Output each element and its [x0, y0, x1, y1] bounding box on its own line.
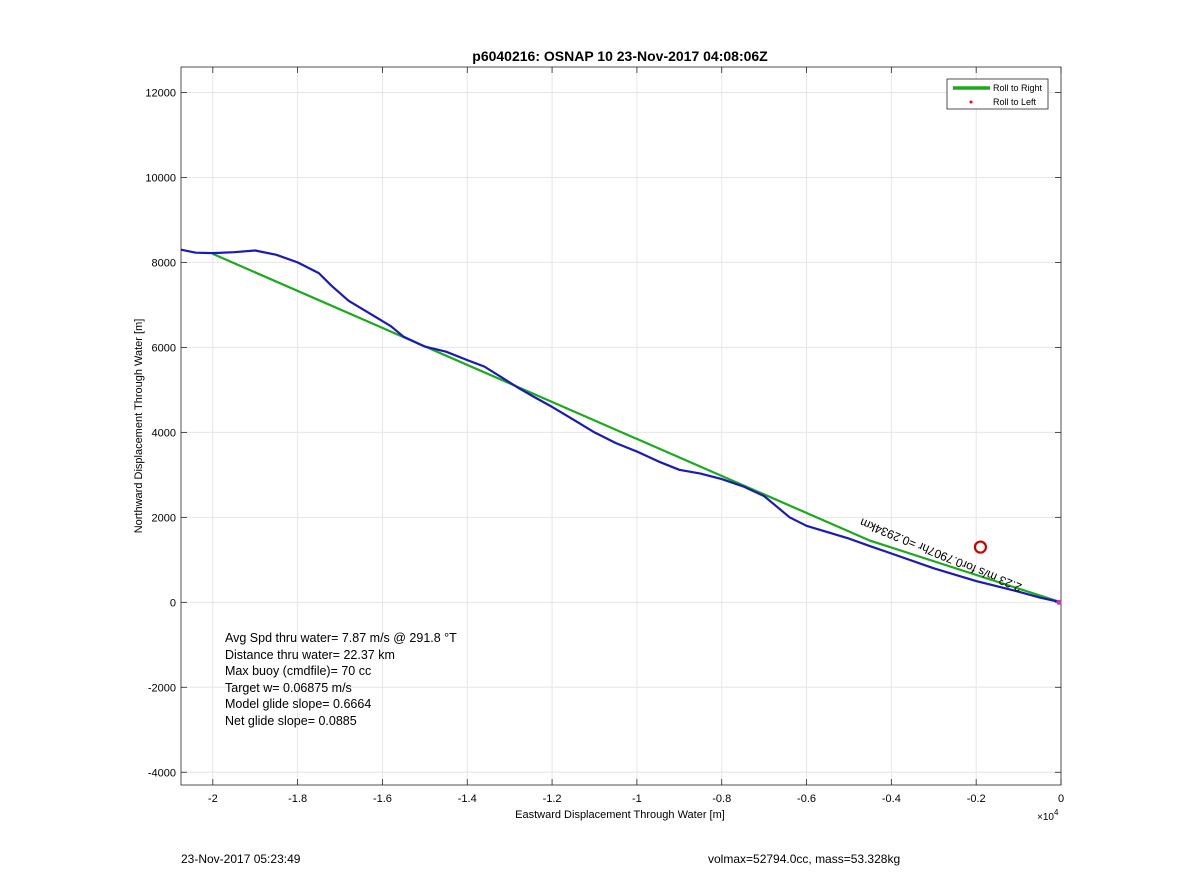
- footer-timestamp: 23-Nov-2017 05:23:49: [181, 852, 301, 866]
- series-layer: [180, 248, 1062, 605]
- y-tick-label: 12000: [145, 87, 176, 99]
- y-axis-label: Northward Displacement Through Water [m]: [133, 319, 145, 534]
- y-tick-label: 4000: [152, 427, 176, 439]
- stat-net-glide: Net glide slope= 0.0885: [225, 713, 357, 728]
- red-circle-marker: [973, 540, 988, 554]
- legend: Roll to Right Roll to Left: [946, 78, 1049, 110]
- legend-label-roll-right: Roll to Right: [993, 83, 1043, 93]
- y-tick-label: 0: [170, 597, 176, 609]
- x-tick-label: 0: [1058, 793, 1064, 805]
- x-tick-label: -1: [632, 793, 642, 805]
- chart-title: p6040216: OSNAP 10 23-Nov-2017 04:08:06Z: [472, 48, 768, 64]
- speed-annotation: 2.23 m/s for0.7907hr =0.2934km: [858, 515, 1024, 594]
- footer-info: volmax=52794.0cc, mass=53.328kg: [708, 852, 901, 866]
- x-tick-label: -0.8: [712, 793, 731, 805]
- x-tick-label: -1.8: [288, 793, 307, 805]
- x-tick-label: -1.4: [458, 793, 477, 805]
- x-multiplier-exponent: 4: [1054, 808, 1059, 817]
- stat-model-glide: Model glide slope= 0.6664: [225, 697, 372, 711]
- legend-label-roll-left: Roll to Left: [993, 97, 1037, 107]
- series-line-roll-to-right: [212, 252, 1062, 604]
- x-tick-label: -0.6: [797, 793, 816, 805]
- plot-area-frame: [180, 66, 1062, 786]
- x-tick-label: -1.6: [373, 793, 392, 805]
- stat-distance: Distance thru water= 22.37 km: [225, 647, 395, 662]
- legend-swatch-roll-left: [969, 100, 973, 104]
- axis-ticks: -2 -1.8 -1.6 -1.4 -1.2 -1 -0.8 -0.6 -0.4 -0.2 0 -40…: [145, 67, 1064, 805]
- y-tick-label: -4000: [148, 767, 176, 779]
- x-axis-multiplier: ×104: [1037, 808, 1059, 823]
- y-tick-label: 10000: [145, 172, 176, 184]
- stats-block: Avg Spd thru water= 7.87 m/s @ 291.8 °T …: [225, 630, 457, 729]
- x-tick-label: -2: [208, 793, 218, 805]
- y-tick-label: -2000: [148, 682, 176, 694]
- legend-box: [946, 78, 1049, 110]
- x-tick-label: -0.2: [967, 793, 986, 805]
- stat-avg-speed: Avg Spd thru water= 7.87 m/s @ 291.8 °T: [225, 631, 457, 645]
- x-multiplier-base: ×10: [1037, 812, 1054, 823]
- y-tick-label: 2000: [152, 512, 176, 524]
- trajectory-line: [180, 248, 1062, 604]
- stat-target-w: Target w= 0.06875 m/s: [225, 680, 352, 695]
- x-tick-label: -0.4: [882, 793, 901, 805]
- x-tick-label: -1.2: [543, 793, 562, 805]
- y-tick-label: 8000: [152, 257, 176, 269]
- x-axis-label: Eastward Displacement Through Water [m]: [515, 809, 725, 821]
- y-tick-label: 6000: [152, 342, 176, 354]
- stat-max-buoy: Max buoy (cmdfile)= 70 cc: [225, 664, 372, 678]
- origin-marker: [1056, 599, 1062, 605]
